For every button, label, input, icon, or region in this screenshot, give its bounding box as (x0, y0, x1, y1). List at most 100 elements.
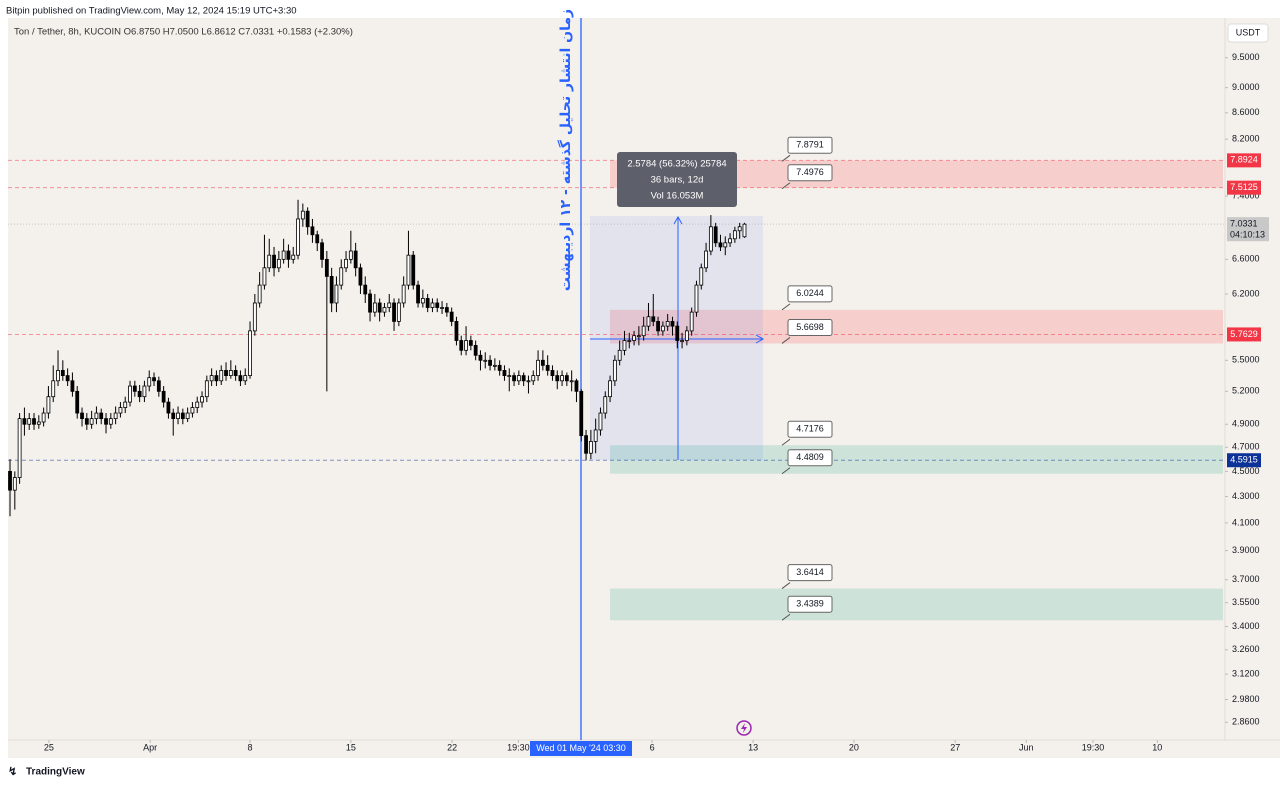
candle-body (545, 364, 550, 371)
callout-label: 6.0244 (796, 288, 824, 298)
callout-leader (781, 467, 791, 475)
candle-body (372, 302, 377, 313)
y-tick-label: 3.9000 (1232, 545, 1260, 555)
candle-body (555, 375, 560, 382)
candle-body (632, 335, 636, 341)
callout-label: 7.8791 (796, 140, 824, 150)
candle-body (142, 385, 147, 398)
candle-body (118, 407, 123, 414)
candle-body (166, 401, 171, 414)
candle-body (200, 396, 204, 403)
candle-body (704, 250, 708, 269)
candle-body (36, 421, 41, 425)
callout-leader (781, 154, 791, 162)
x-tick-label: 6 (650, 742, 655, 752)
candle-body (171, 412, 176, 420)
level-price-box (1227, 327, 1261, 342)
candle-body (281, 250, 286, 260)
candle-body (267, 254, 272, 269)
event-bolt (741, 723, 747, 733)
candle-body (588, 441, 593, 454)
y-tick-label: 2.8600 (1232, 717, 1260, 727)
measure-text: 2.5784 (56.32%) 25784 (627, 159, 726, 170)
event-icon[interactable] (736, 720, 752, 736)
candle-body (228, 370, 233, 376)
candle-body (608, 380, 612, 398)
candle-body (478, 354, 483, 361)
candle-body (536, 359, 540, 376)
candle-body (579, 390, 584, 437)
candle-body (435, 302, 440, 308)
candle-body (444, 307, 449, 313)
candle-body (656, 321, 660, 332)
candle-body (526, 380, 531, 383)
candle-body (531, 375, 536, 382)
candle-body (233, 370, 238, 376)
candle-body (540, 359, 545, 366)
y-tick-label: 9.5000 (1232, 52, 1260, 62)
candle-body (358, 267, 363, 286)
candle-body (694, 284, 699, 313)
x-tick-label: 19:30 (507, 742, 530, 752)
level-price-box (1227, 153, 1261, 168)
level-price-label: 4.5915 (1230, 455, 1258, 465)
candle-body (310, 226, 315, 236)
candle-body (689, 311, 694, 332)
candle-body (732, 230, 737, 240)
measure-text: Vol 16.053M (651, 191, 704, 202)
candle-body (699, 267, 704, 286)
candle-body (329, 275, 334, 304)
x-tick-label: 27 (950, 742, 960, 752)
callout-label: 7.4976 (796, 167, 824, 177)
candle-body (209, 375, 214, 382)
candle-body (32, 418, 36, 425)
candle-body (195, 401, 200, 408)
callout-leader (781, 337, 791, 344)
candle-body (488, 359, 492, 366)
candle-body (128, 385, 132, 403)
currency-box[interactable] (1227, 23, 1269, 43)
chart-bg (8, 18, 1280, 758)
x-tick-label: 25 (44, 742, 54, 752)
candle-body (108, 418, 113, 425)
candle-body (363, 284, 368, 295)
zone (610, 588, 1223, 621)
candle-body (176, 412, 180, 420)
candle-body (320, 242, 324, 260)
candle-body (224, 370, 228, 376)
candle-body (502, 370, 507, 376)
candle-body (569, 380, 574, 383)
candle-body (718, 242, 723, 248)
x-tick-label: Jun (1019, 742, 1034, 752)
candle-body (324, 258, 329, 277)
callout-box (787, 595, 833, 613)
candle-body (473, 344, 478, 356)
y-tick-label: 3.4000 (1232, 621, 1260, 631)
candle-body (56, 370, 60, 382)
callout-leader (781, 438, 791, 446)
candle-body (636, 335, 641, 338)
candle-body (238, 375, 243, 382)
candle-body (593, 429, 598, 442)
candle-body (300, 210, 305, 220)
candle-body (65, 375, 70, 382)
y-tick-label: 4.7000 (1232, 442, 1260, 452)
candle-body (723, 242, 728, 248)
candle-body (22, 418, 27, 425)
y-tick-label: 5.2000 (1232, 386, 1260, 396)
candle-body (675, 325, 680, 341)
level-price-label: 7.5125 (1230, 182, 1258, 192)
candle-body (368, 293, 372, 313)
candle-body (243, 375, 248, 382)
candle-body (420, 298, 425, 304)
zone (610, 445, 1223, 474)
x-tick-label: Apr (143, 742, 157, 752)
candle-body (603, 396, 608, 414)
candle-body (454, 321, 459, 341)
candle-body (89, 418, 94, 425)
y-tick-label: 4.5000 (1232, 466, 1260, 476)
candle-body (147, 377, 152, 387)
candle-body (99, 412, 104, 420)
candle-body (670, 321, 675, 327)
candle-body (377, 302, 382, 313)
